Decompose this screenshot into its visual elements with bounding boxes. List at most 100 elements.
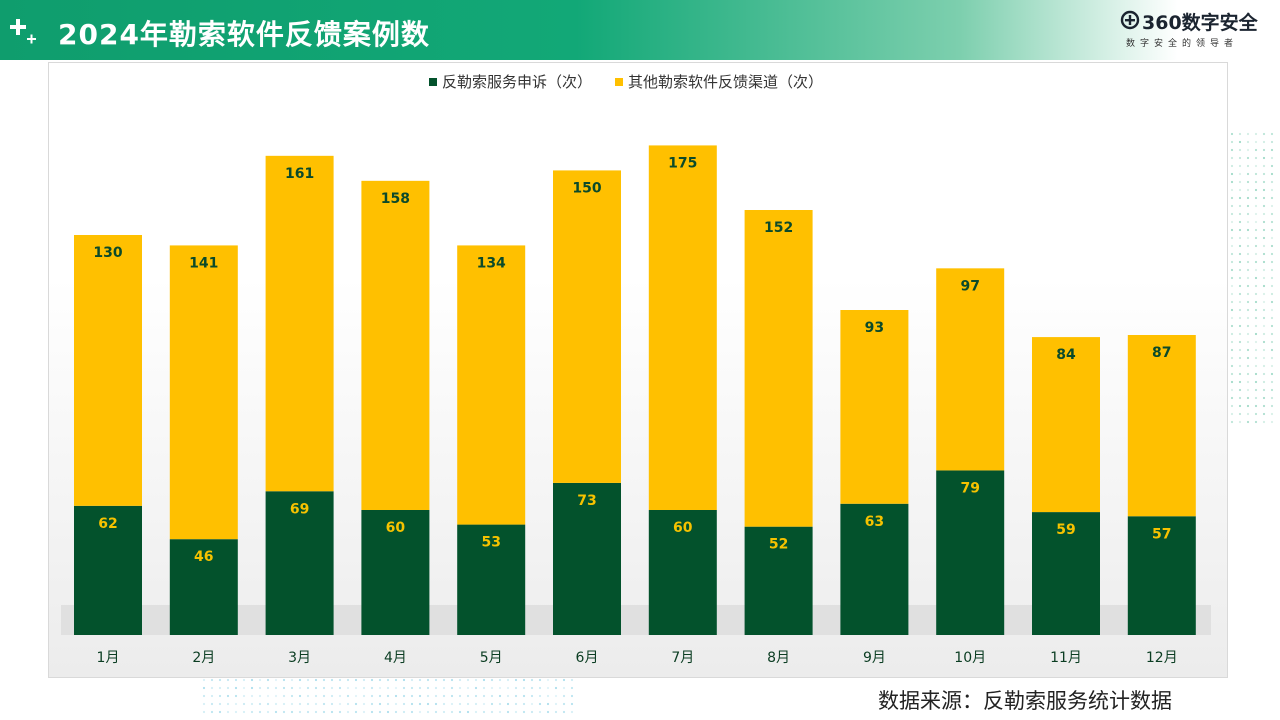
decor-dot bbox=[483, 687, 485, 689]
decor-dot bbox=[1231, 229, 1233, 231]
decor-dot bbox=[1247, 413, 1249, 415]
decor-dot bbox=[451, 695, 453, 697]
decor-dot bbox=[1271, 221, 1273, 223]
decor-dot bbox=[339, 703, 341, 705]
decor-dot bbox=[355, 679, 357, 681]
data-label: 130 bbox=[93, 245, 122, 261]
x-tick-label: 4月 bbox=[384, 650, 407, 666]
decor-dot bbox=[459, 703, 461, 705]
decor-dot bbox=[387, 711, 389, 713]
decor-dot bbox=[419, 695, 421, 697]
decor-dot bbox=[227, 703, 229, 705]
decor-dot bbox=[1231, 237, 1233, 239]
decor-dot bbox=[291, 703, 293, 705]
header-bar: 2024年勒索软件反馈案例数 360数字安全 数字安全的领导者 bbox=[0, 0, 1280, 60]
data-label: 52 bbox=[769, 537, 788, 553]
decor-dot bbox=[1231, 213, 1233, 215]
decor-dot bbox=[1255, 285, 1257, 287]
decor-dot bbox=[411, 695, 413, 697]
decor-dot bbox=[467, 687, 469, 689]
decor-dot bbox=[339, 711, 341, 713]
decor-dot bbox=[435, 679, 437, 681]
decor-dot bbox=[1239, 301, 1241, 303]
decor-dot bbox=[1247, 205, 1249, 207]
decor-dot bbox=[379, 703, 381, 705]
decor-dot bbox=[523, 703, 525, 705]
decor-dot bbox=[1239, 373, 1241, 375]
decor-dot bbox=[1247, 309, 1249, 311]
decor-dot bbox=[1231, 341, 1233, 343]
stacked-bar-chart: 反勒索服务申诉（次） 其他勒索软件反馈渠道（次）621301月461412月691… bbox=[49, 63, 1227, 677]
decor-dot bbox=[331, 711, 333, 713]
decor-dot bbox=[291, 687, 293, 689]
decor-dot bbox=[1255, 397, 1257, 399]
decor-dot bbox=[1247, 141, 1249, 143]
decor-dot bbox=[1231, 205, 1233, 207]
decor-dot bbox=[1255, 141, 1257, 143]
decor-dot bbox=[531, 695, 533, 697]
decor-dot bbox=[1271, 365, 1273, 367]
decor-dot bbox=[363, 695, 365, 697]
decor-dot bbox=[259, 695, 261, 697]
decor-dot bbox=[251, 695, 253, 697]
decor-dot bbox=[1271, 245, 1273, 247]
data-label: 60 bbox=[386, 520, 406, 536]
decor-dot bbox=[1239, 389, 1241, 391]
decor-dot bbox=[1231, 133, 1233, 135]
decor-dot bbox=[547, 703, 549, 705]
decor-dot bbox=[363, 711, 365, 713]
decor-dot bbox=[1263, 253, 1265, 255]
decor-dot bbox=[347, 679, 349, 681]
decor-dot bbox=[283, 679, 285, 681]
decor-dot bbox=[1231, 317, 1233, 319]
decor-dot bbox=[1247, 149, 1249, 151]
decor-dot bbox=[299, 711, 301, 713]
decor-dot bbox=[1263, 293, 1265, 295]
decor-dot bbox=[387, 703, 389, 705]
decor-dot bbox=[395, 703, 397, 705]
x-tick-label: 9月 bbox=[863, 650, 886, 666]
data-label: 87 bbox=[1152, 345, 1171, 361]
decor-dot bbox=[1263, 189, 1265, 191]
decor-dot bbox=[1255, 405, 1257, 407]
decor-dot bbox=[203, 695, 205, 697]
decor-dot bbox=[1271, 325, 1273, 327]
decor-dot bbox=[203, 703, 205, 705]
x-tick-label: 7月 bbox=[671, 650, 694, 666]
decor-dot bbox=[1263, 181, 1265, 183]
decor-dot bbox=[555, 687, 557, 689]
decor-dot bbox=[211, 687, 213, 689]
decor-dot bbox=[235, 703, 237, 705]
decor-dot bbox=[267, 703, 269, 705]
decor-dot bbox=[1255, 269, 1257, 271]
decor-dot bbox=[259, 711, 261, 713]
decor-dot bbox=[1255, 133, 1257, 135]
decor-dot bbox=[539, 711, 541, 713]
data-label: 97 bbox=[960, 278, 979, 294]
decor-dot bbox=[203, 679, 205, 681]
data-label: 93 bbox=[865, 320, 884, 336]
decor-dot bbox=[403, 703, 405, 705]
decor-dot bbox=[1247, 197, 1249, 199]
decor-dot bbox=[1231, 141, 1233, 143]
decor-dot bbox=[331, 695, 333, 697]
decor-dot bbox=[1271, 357, 1273, 359]
decor-dot bbox=[1255, 293, 1257, 295]
bar-segment bbox=[170, 245, 238, 539]
decor-dot bbox=[435, 695, 437, 697]
decor-dot bbox=[235, 711, 237, 713]
decor-dot bbox=[275, 687, 277, 689]
decor-dot bbox=[299, 679, 301, 681]
decor-dot bbox=[315, 695, 317, 697]
decor-dot bbox=[1263, 365, 1265, 367]
decor-dot bbox=[243, 703, 245, 705]
decor-dot bbox=[1239, 405, 1241, 407]
decor-dot bbox=[259, 703, 261, 705]
decor-dot bbox=[1239, 293, 1241, 295]
decor-dot bbox=[331, 687, 333, 689]
decor-dot bbox=[1239, 421, 1241, 423]
decor-dot bbox=[483, 679, 485, 681]
decor-dot bbox=[339, 695, 341, 697]
decor-dot bbox=[1231, 181, 1233, 183]
decor-dot bbox=[1239, 165, 1241, 167]
